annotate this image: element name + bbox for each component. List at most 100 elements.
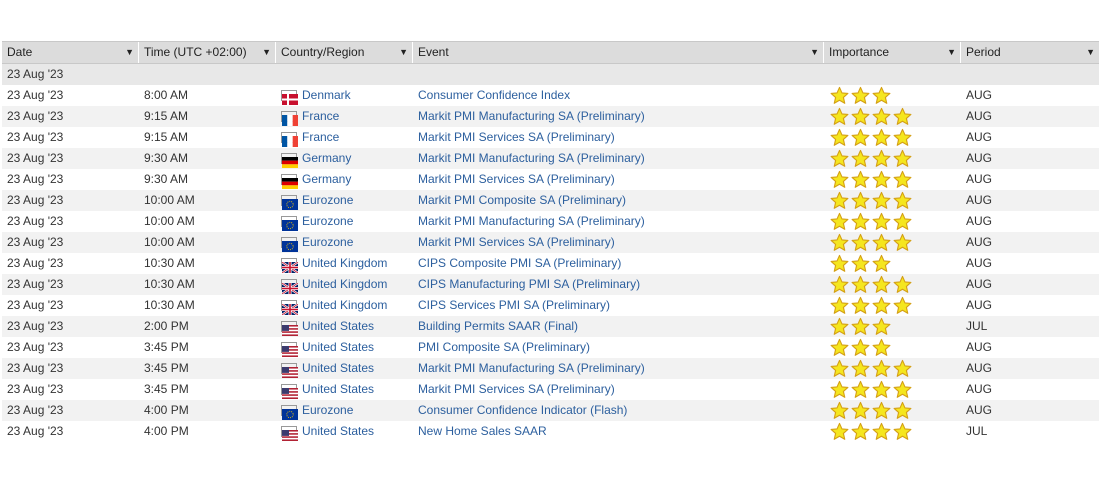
event-cell: Markit PMI Services SA (Preliminary) bbox=[413, 379, 824, 400]
country-link[interactable]: France bbox=[302, 130, 340, 144]
event-link[interactable]: Consumer Confidence Indicator (Flash) bbox=[418, 403, 628, 417]
table-row[interactable]: 23 Aug '23 4:00 PM Eurozone Consumer Confid… bbox=[2, 400, 1099, 421]
importance-star-icon bbox=[851, 86, 870, 105]
importance-rating bbox=[829, 106, 961, 127]
table-row[interactable]: 23 Aug '23 3:45 PM United States PMI Compos… bbox=[2, 337, 1099, 358]
event-link[interactable]: PMI Composite SA (Preliminary) bbox=[418, 340, 591, 354]
country-cell: France bbox=[276, 127, 413, 148]
table-row[interactable]: 23 Aug '23 10:00 AM Eurozone Markit PMI Ser… bbox=[2, 232, 1099, 253]
table-row[interactable]: 23 Aug '23 3:45 PM United States Markit PMI… bbox=[2, 358, 1099, 379]
importance-star-icon bbox=[893, 212, 912, 231]
country-cell: Germany bbox=[276, 169, 413, 190]
country-link[interactable]: United States bbox=[302, 319, 375, 333]
country-link[interactable]: Eurozone bbox=[302, 214, 354, 228]
country-cell: Germany bbox=[276, 148, 413, 169]
event-link[interactable]: Markit PMI Services SA (Preliminary) bbox=[418, 172, 615, 186]
period-cell: AUG bbox=[966, 130, 993, 144]
table-row[interactable]: 23 Aug '23 9:15 AM France Markit PMI Manufa… bbox=[2, 106, 1099, 127]
event-link[interactable]: Markit PMI Manufacturing SA (Preliminary… bbox=[418, 109, 645, 123]
importance-rating bbox=[829, 253, 961, 274]
table-row[interactable]: 23 Aug '23 10:30 AM United Kingdom CIPS Man… bbox=[2, 274, 1099, 295]
event-link[interactable]: New Home Sales SAAR bbox=[418, 424, 547, 438]
importance-star-icon bbox=[893, 422, 912, 441]
country-link[interactable]: Eurozone bbox=[302, 235, 354, 249]
event-link[interactable]: CIPS Composite PMI SA (Preliminary) bbox=[418, 256, 622, 270]
country-cell: Eurozone bbox=[276, 190, 413, 211]
event-link[interactable]: Building Permits SAAR (Final) bbox=[418, 319, 579, 333]
country-link[interactable]: United States bbox=[302, 382, 375, 396]
importance-star-icon bbox=[872, 401, 891, 420]
importance-cell bbox=[824, 127, 961, 148]
country-link[interactable]: United Kingdom bbox=[302, 298, 388, 312]
dropdown-arrow-icon[interactable]: ▼ bbox=[1086, 47, 1095, 57]
time-cell: 4:00 PM bbox=[144, 424, 189, 438]
column-header-event[interactable]: Event ▼ bbox=[413, 42, 824, 63]
time-cell: 9:30 AM bbox=[144, 172, 189, 186]
event-link[interactable]: Markit PMI Manufacturing SA (Preliminary… bbox=[418, 214, 645, 228]
date-cell: 23 Aug '23 bbox=[7, 109, 64, 123]
event-link[interactable]: CIPS Services PMI SA (Preliminary) bbox=[418, 298, 611, 312]
event-link[interactable]: Markit PMI Composite SA (Preliminary) bbox=[418, 193, 627, 207]
country-link[interactable]: Denmark bbox=[302, 88, 351, 102]
table-row[interactable]: 23 Aug '23 10:00 AM Eurozone Markit PMI Com… bbox=[2, 190, 1099, 211]
event-link[interactable]: CIPS Manufacturing PMI SA (Preliminary) bbox=[418, 277, 641, 291]
importance-star-icon bbox=[872, 212, 891, 231]
importance-star-icon bbox=[893, 380, 912, 399]
importance-star-icon bbox=[830, 275, 849, 294]
us-flag-icon bbox=[281, 384, 298, 399]
country-link[interactable]: United States bbox=[302, 424, 375, 438]
country-link[interactable]: Germany bbox=[302, 151, 352, 165]
table-row[interactable]: 23 Aug '23 9:30 AM Germany Markit PMI Manuf… bbox=[2, 148, 1099, 169]
eu-flag-icon bbox=[281, 237, 298, 252]
table-row[interactable]: 23 Aug '23 3:45 PM United States Markit PMI… bbox=[2, 379, 1099, 400]
country-link[interactable]: Eurozone bbox=[302, 403, 354, 417]
column-header-country[interactable]: Country/Region ▼ bbox=[276, 42, 413, 63]
table-row[interactable]: 23 Aug '23 2:00 PM United States Building P… bbox=[2, 316, 1099, 337]
country-link[interactable]: France bbox=[302, 109, 340, 123]
event-cell: Markit PMI Manufacturing SA (Preliminary… bbox=[413, 358, 824, 379]
time-cell: 9:30 AM bbox=[144, 151, 189, 165]
dropdown-arrow-icon[interactable]: ▼ bbox=[947, 47, 956, 57]
table-row[interactable]: 23 Aug '23 10:00 AM Eurozone Markit PMI Man… bbox=[2, 211, 1099, 232]
dropdown-arrow-icon[interactable]: ▼ bbox=[125, 47, 134, 57]
importance-star-icon bbox=[830, 254, 849, 273]
dropdown-arrow-icon[interactable]: ▼ bbox=[810, 47, 819, 57]
event-link[interactable]: Markit PMI Services SA (Preliminary) bbox=[418, 382, 615, 396]
table-row[interactable]: 23 Aug '23 9:30 AM Germany Markit PMI Servi… bbox=[2, 169, 1099, 190]
date-cell: 23 Aug '23 bbox=[7, 298, 64, 312]
dk-flag-icon bbox=[281, 90, 298, 105]
importance-rating bbox=[829, 148, 961, 169]
country-link[interactable]: United Kingdom bbox=[302, 277, 388, 291]
date-cell: 23 Aug '23 bbox=[7, 340, 64, 354]
event-link[interactable]: Markit PMI Manufacturing SA (Preliminary… bbox=[418, 361, 645, 375]
column-header-importance[interactable]: Importance ▼ bbox=[824, 42, 961, 63]
country-link[interactable]: Eurozone bbox=[302, 193, 354, 207]
event-link[interactable]: Markit PMI Manufacturing SA (Preliminary… bbox=[418, 151, 645, 165]
table-row[interactable]: 23 Aug '23 9:15 AM France Markit PMI Servic… bbox=[2, 127, 1099, 148]
dropdown-arrow-icon[interactable]: ▼ bbox=[399, 47, 408, 57]
country-link[interactable]: Germany bbox=[302, 172, 352, 186]
importance-star-icon bbox=[851, 149, 870, 168]
event-link[interactable]: Markit PMI Services SA (Preliminary) bbox=[418, 130, 615, 144]
table-row[interactable]: 23 Aug '23 8:00 AM Denmark Consumer Confide… bbox=[2, 85, 1099, 106]
table-row[interactable]: 23 Aug '23 10:30 AM United Kingdom CIPS Com… bbox=[2, 253, 1099, 274]
table-row[interactable]: 23 Aug '23 10:30 AM United Kingdom CIPS Ser… bbox=[2, 295, 1099, 316]
event-link[interactable]: Consumer Confidence Index bbox=[418, 88, 571, 102]
importance-cell bbox=[824, 148, 961, 169]
event-link[interactable]: Markit PMI Services SA (Preliminary) bbox=[418, 235, 615, 249]
importance-rating bbox=[829, 400, 961, 421]
importance-cell bbox=[824, 211, 961, 232]
table-row[interactable]: 23 Aug '23 4:00 PM United States New Home S… bbox=[2, 421, 1099, 442]
period-cell: AUG bbox=[966, 151, 993, 165]
country-link[interactable]: United States bbox=[302, 340, 375, 354]
event-cell: CIPS Manufacturing PMI SA (Preliminary) bbox=[413, 274, 824, 295]
period-cell: AUG bbox=[966, 403, 993, 417]
country-link[interactable]: United Kingdom bbox=[302, 256, 388, 270]
country-link[interactable]: United States bbox=[302, 361, 375, 375]
event-cell: Markit PMI Services SA (Preliminary) bbox=[413, 127, 824, 148]
dropdown-arrow-icon[interactable]: ▼ bbox=[262, 47, 271, 57]
importance-rating bbox=[829, 127, 961, 148]
column-header-time[interactable]: Time (UTC +02:00) ▼ bbox=[139, 42, 276, 63]
column-header-period[interactable]: Period ▼ bbox=[961, 42, 1099, 63]
column-header-date[interactable]: Date ▼ bbox=[2, 42, 139, 63]
